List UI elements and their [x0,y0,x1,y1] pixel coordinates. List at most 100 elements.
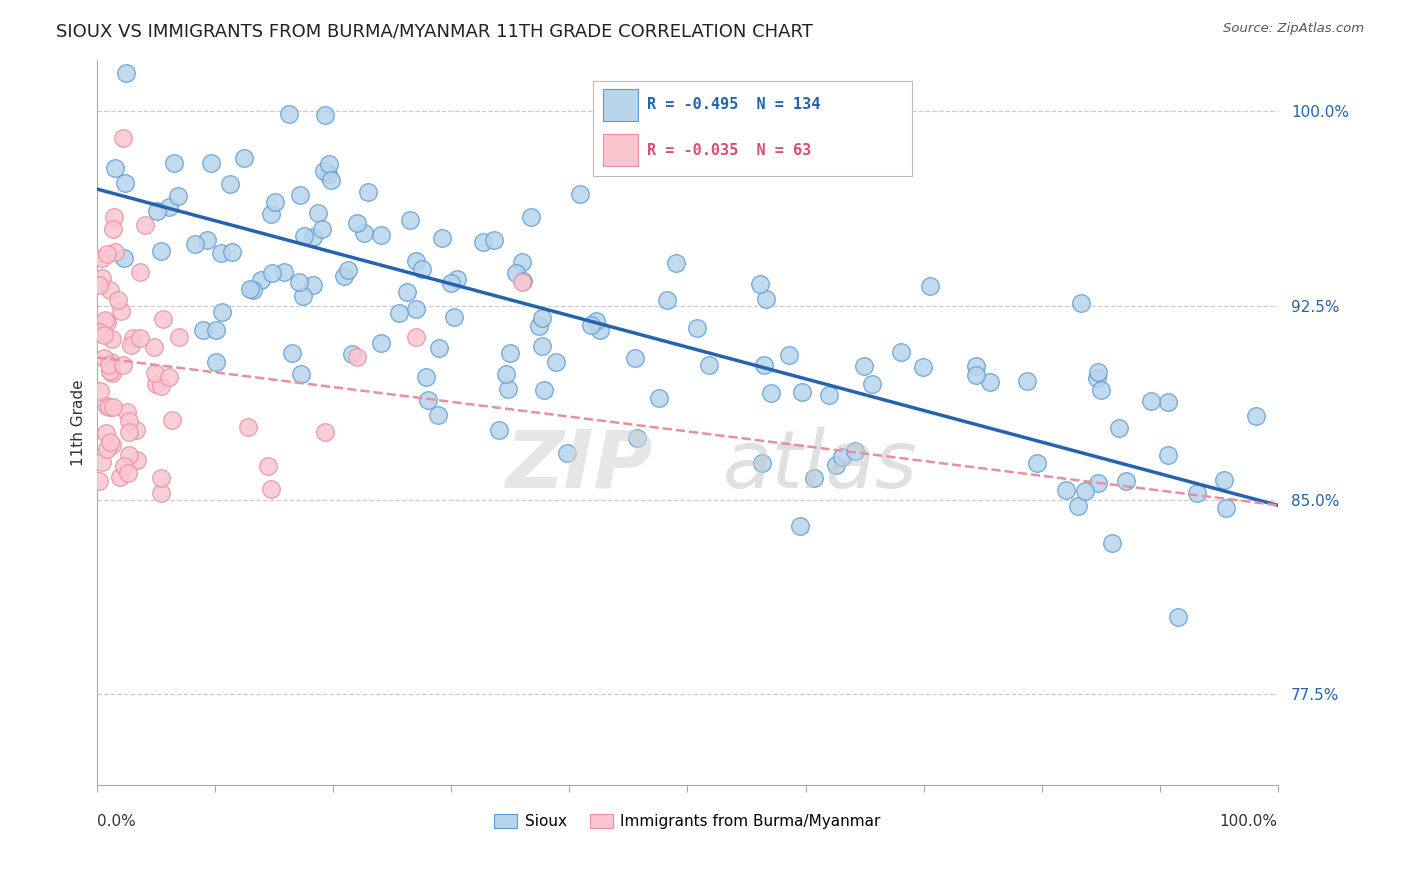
Point [555,446,578,460]
Point [755,292,778,306]
Point [91,271,114,285]
Point [778,348,800,362]
Point [90,252,112,266]
Point [115,65,138,79]
Point [278,107,301,121]
Point [98,434,121,449]
Point [647,392,669,406]
Point [125,452,148,467]
Point [167,330,190,344]
Point [531,310,554,325]
Point [890,345,912,359]
Point [118,414,141,428]
Text: 0.0%: 0.0% [97,814,136,829]
Point [96,399,118,413]
Text: SIOUX VS IMMIGRANTS FROM BURMA/MYANMAR 11TH GRADE CORRELATION CHART: SIOUX VS IMMIGRANTS FROM BURMA/MYANMAR 1… [56,22,813,40]
Point [221,244,243,259]
Point [844,443,866,458]
Point [103,222,125,236]
Point [98,364,121,378]
Point [1140,393,1163,408]
Point [302,230,325,244]
Point [232,152,254,166]
Point [589,323,612,337]
Point [519,210,541,224]
Point [89,384,111,398]
Point [239,282,262,296]
Point [1054,483,1077,497]
Point [1156,395,1178,409]
Point [759,385,782,400]
Point [624,351,647,366]
Point [531,339,554,353]
Point [118,425,141,440]
Point [346,216,368,230]
Point [112,458,135,473]
Point [112,251,135,265]
Point [114,177,136,191]
Point [792,385,814,400]
Point [803,471,825,485]
Point [96,425,118,440]
Point [104,244,127,259]
Point [405,330,427,344]
Point [129,265,152,279]
Point [312,163,335,178]
Point [499,346,522,360]
Point [1070,296,1092,310]
Point [96,247,118,261]
Point [93,327,115,342]
Point [657,293,679,307]
Point [446,272,468,286]
Point [415,369,437,384]
Point [395,285,418,299]
Point [1108,421,1130,435]
Point [103,210,125,224]
Point [912,360,935,375]
Point [979,375,1001,389]
Point [93,313,115,327]
Point [314,108,336,122]
Text: Source: ZipAtlas.com: Source: ZipAtlas.com [1223,22,1364,36]
Point [150,470,173,484]
Point [200,155,222,169]
Point [128,331,150,345]
Point [585,314,607,328]
Point [665,256,688,270]
Point [236,419,259,434]
Point [920,279,942,293]
Point [118,448,141,462]
Point [98,283,121,297]
Point [399,213,422,227]
Point [262,266,284,280]
Point [260,207,283,221]
Point [163,156,186,170]
Point [142,340,165,354]
Point [824,458,846,472]
Point [134,218,156,232]
Point [281,346,304,360]
Point [1101,536,1123,550]
Point [150,486,173,500]
Point [211,305,233,319]
Point [101,332,124,346]
Point [260,483,283,497]
Point [353,227,375,241]
Point [104,161,127,175]
Point [860,376,883,391]
Point [482,233,505,247]
Point [145,366,167,380]
Point [333,268,356,283]
Point [1157,449,1180,463]
Point [93,351,115,365]
Text: atlas: atlas [723,427,918,505]
Point [1115,474,1137,488]
Point [818,387,841,401]
Point [120,337,142,351]
Point [568,186,591,201]
Point [157,200,180,214]
Point [115,405,138,419]
Point [748,277,770,291]
Point [427,341,450,355]
Y-axis label: 11th Grade: 11th Grade [72,379,86,466]
